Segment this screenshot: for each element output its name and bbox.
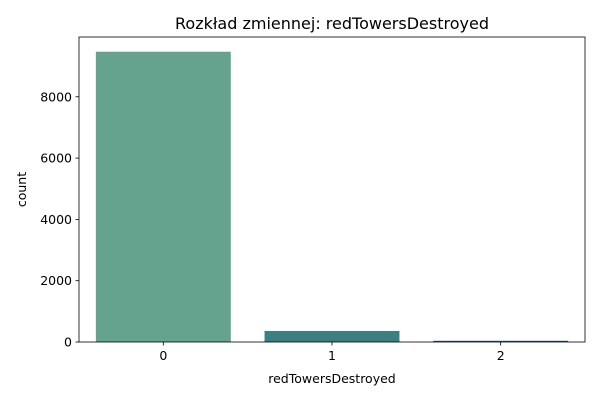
y-tick-label-8000: 8000 [40, 89, 72, 104]
bar-0 [95, 51, 231, 343]
x-tick-label-1: 1 [328, 348, 336, 363]
y-tick-label-6000: 6000 [40, 151, 72, 166]
y-tick-label-0: 0 [64, 335, 72, 350]
y-tick-label-2000: 2000 [40, 273, 72, 288]
chart-title: Rozkład zmiennej: redTowersDestroyed [175, 14, 489, 33]
x-axis-label: redTowersDestroyed [268, 371, 395, 386]
ticks-layer: 0 1 2 0 2000 4000 6000 8000 [40, 89, 504, 363]
bars-layer [95, 51, 569, 343]
plot-frame [78, 36, 586, 343]
y-axis-label: count [14, 172, 29, 207]
bar-1 [264, 330, 400, 342]
x-tick-label-2: 2 [497, 348, 505, 363]
y-tick-label-4000: 4000 [40, 212, 72, 227]
x-tick-label-0: 0 [159, 348, 167, 363]
bar-2 [433, 340, 569, 342]
